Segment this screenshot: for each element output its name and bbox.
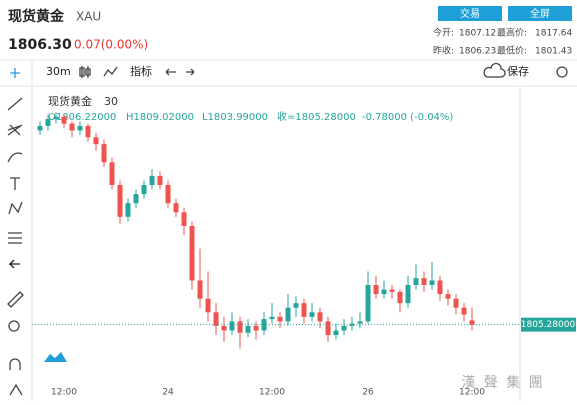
candle-body (437, 280, 443, 295)
price: 1806.30 (8, 37, 72, 53)
trade-button-label[interactable]: 交易 (460, 7, 480, 20)
candle-body (317, 312, 323, 322)
candle-body (285, 307, 291, 322)
candle-body (85, 125, 91, 138)
stat-value: 1817.64 (535, 29, 572, 39)
stat-label: 昨收: (433, 45, 454, 57)
x-tick-label: 12:00 (259, 388, 285, 398)
candle-body (205, 298, 211, 313)
stat-label: 最高价: (497, 27, 527, 39)
candle-body (333, 330, 339, 335)
candle-body (277, 316, 283, 322)
candle-body (397, 291, 403, 304)
candle-body (53, 116, 59, 120)
candle-body (189, 225, 195, 281)
redo[interactable] (186, 68, 195, 76)
candle-body (245, 325, 251, 333)
candle-body (309, 312, 315, 317)
candle-body (253, 325, 259, 331)
stat-value: 1801.43 (535, 47, 572, 57)
candle-body (221, 325, 227, 331)
candle-icon[interactable] (79, 66, 91, 78)
legend-ohlc: H1809.02000 (126, 112, 194, 123)
x-tick-label: 12:00 (459, 388, 485, 398)
candle-body (197, 280, 203, 299)
candle-body (93, 137, 99, 145)
candle-body (373, 285, 379, 295)
candle-body (181, 212, 187, 226)
candle-body (469, 320, 475, 325)
x-tick-label: 24 (162, 388, 174, 398)
indicator-icon[interactable] (103, 66, 118, 77)
stat-label: 今开: (433, 27, 454, 39)
logo (44, 352, 67, 362)
x-tick-label: 26 (362, 388, 374, 398)
indicators[interactable]: 指标 (130, 64, 152, 78)
candle-body (37, 125, 43, 131)
symbol: XAU (76, 10, 101, 24)
stat-value: 1807.12 (459, 29, 496, 39)
price-change: 0.07(0.00%) (74, 38, 148, 52)
candle-body (229, 321, 235, 331)
candle-body (413, 278, 419, 285)
legend-ohlc: -0.78000 (-0.04%) (362, 112, 453, 123)
x-tick-label: 12:00 (51, 388, 77, 398)
legend-name: 现货黄金 (48, 94, 92, 108)
candle-body (157, 175, 163, 185)
last-price-label: 1805.28000 (521, 320, 576, 330)
candle-body (269, 316, 275, 320)
candle-body (237, 321, 243, 333)
candle-body (421, 278, 427, 285)
settings[interactable] (556, 66, 568, 78)
candle-body (77, 125, 83, 131)
candle-body (141, 185, 147, 195)
fullscreen-button[interactable] (508, 6, 572, 21)
stat-label: 最低价: (497, 45, 527, 57)
candle-body (365, 285, 371, 322)
stat-value: 1806.23 (459, 47, 496, 57)
watermark: 漢 聲 集 團 (461, 374, 544, 391)
candle-body (125, 203, 131, 217)
candle-body (453, 298, 459, 308)
candle-body (293, 303, 299, 308)
candle-body (69, 123, 75, 131)
legend-ohlc: 收=1805.28000 (277, 110, 356, 123)
candle-body (357, 321, 363, 324)
undo[interactable] (165, 68, 176, 76)
last-price-box (521, 317, 576, 332)
candle-body (101, 144, 107, 163)
candle-body (445, 294, 451, 299)
legend-ohlc: O1806.22000 (48, 112, 116, 123)
trade-button[interactable] (438, 6, 502, 21)
title: 现货黄金 (8, 8, 65, 25)
candle-body (349, 323, 355, 326)
candle-body (301, 303, 307, 317)
candle-body (429, 280, 435, 285)
candle-body (213, 312, 219, 326)
fullscreen-button-label[interactable]: 全屏 (530, 7, 550, 20)
candle-body (117, 185, 123, 217)
candle-body (405, 285, 411, 304)
save[interactable]: 保存 (507, 64, 529, 78)
candle-body (61, 116, 67, 124)
candle-body (109, 162, 115, 185)
candle-body (381, 289, 387, 295)
candle-body (149, 175, 155, 185)
candle-body (165, 185, 171, 204)
candle-body (389, 289, 395, 292)
cloud-icon[interactable] (483, 62, 506, 78)
candle-body (133, 194, 139, 204)
candle-body (173, 203, 179, 213)
candle-body (461, 307, 467, 315)
legend-interval: 30 (104, 95, 118, 108)
candle-body (325, 321, 331, 335)
tool-icons[interactable] (7, 68, 24, 396)
candle-body (45, 119, 51, 126)
legend-ohlc: L1803.99000 (202, 112, 268, 123)
candle-body (341, 325, 347, 331)
interval[interactable]: 30m (46, 65, 71, 78)
